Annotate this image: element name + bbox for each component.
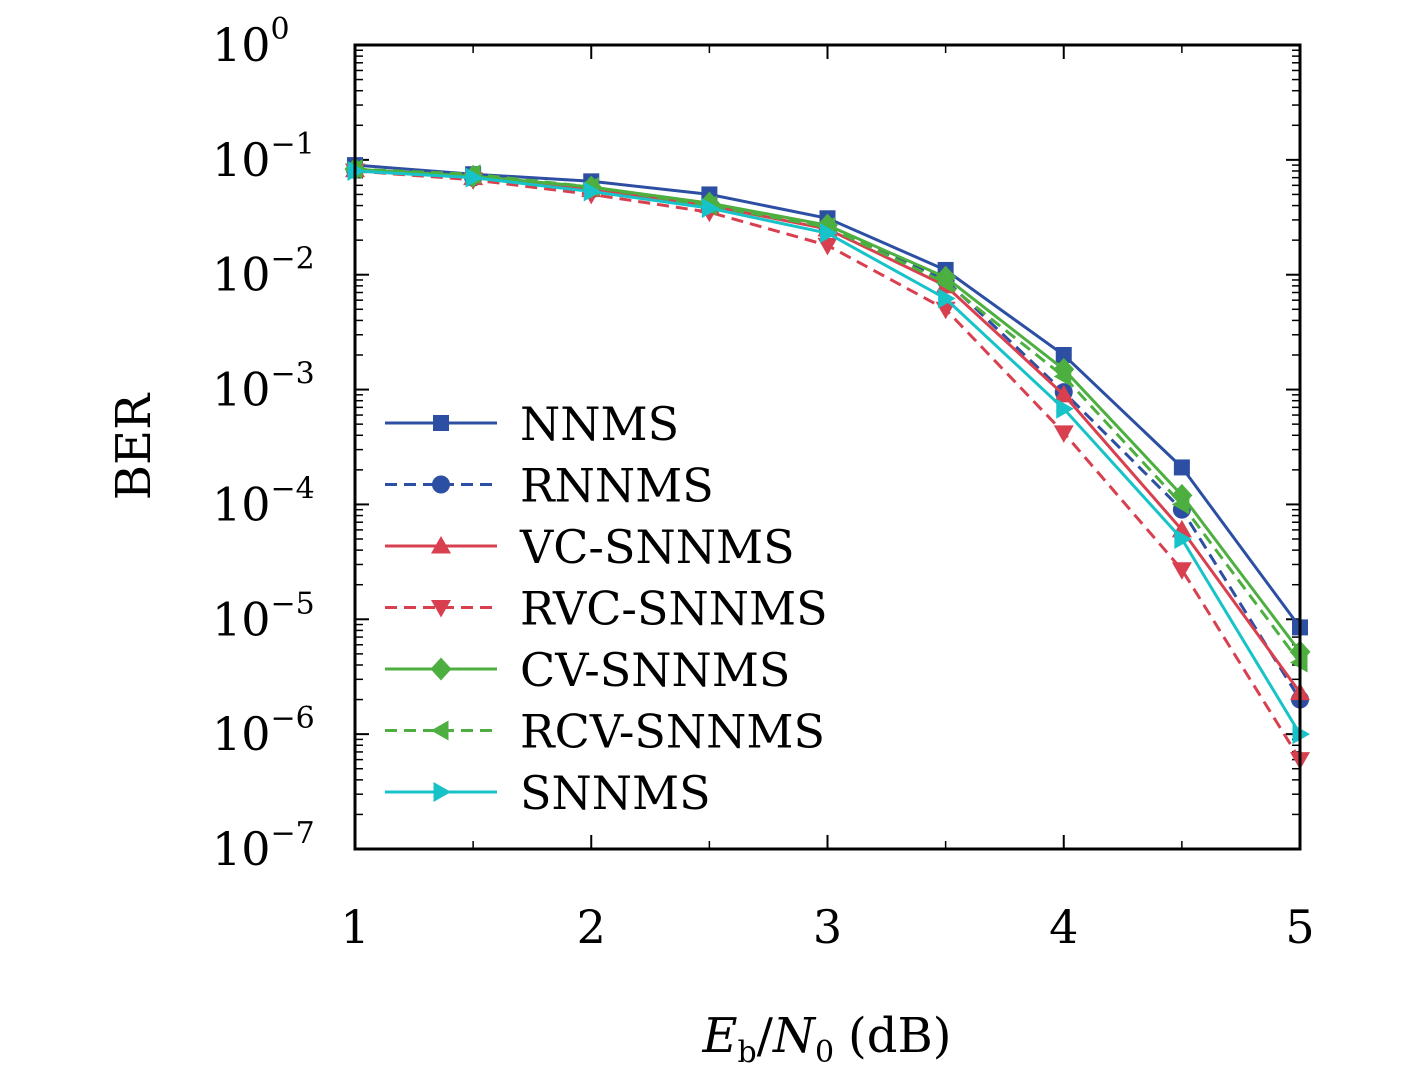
legend-marker bbox=[430, 657, 452, 681]
legend-label: NNMS bbox=[520, 397, 679, 451]
data-point bbox=[1056, 398, 1074, 419]
series-snnms bbox=[347, 160, 1310, 745]
data-point bbox=[1171, 494, 1190, 515]
y-tick-label: 10−5 bbox=[212, 586, 315, 646]
legend-item: RNNMS bbox=[385, 459, 714, 513]
y-tick-base: 10 bbox=[212, 18, 271, 72]
data-point bbox=[817, 237, 838, 256]
y-tick-exponent: −6 bbox=[271, 701, 315, 736]
y-tick-base: 10 bbox=[212, 822, 271, 876]
y-tick-label: 100 bbox=[212, 12, 290, 72]
data-point bbox=[1174, 529, 1192, 550]
y-tick-base: 10 bbox=[212, 707, 271, 761]
x-tick-label: 1 bbox=[340, 900, 369, 954]
data-point bbox=[1171, 562, 1192, 580]
x-tick-label: 5 bbox=[1285, 900, 1314, 954]
data-point bbox=[583, 181, 602, 202]
y-tick-label: 10−4 bbox=[212, 471, 315, 531]
x-tick-label: 2 bbox=[577, 900, 606, 954]
x-tick-label: 3 bbox=[813, 900, 842, 954]
legend-label: RNNMS bbox=[520, 459, 714, 513]
minor-ticks bbox=[355, 45, 1300, 849]
legend-marker bbox=[433, 782, 451, 802]
plot-frame bbox=[353, 43, 1302, 851]
legend-marker bbox=[431, 720, 449, 741]
y-tick-base: 10 bbox=[212, 592, 271, 646]
y-tick-base: 10 bbox=[212, 477, 271, 531]
y-tick-base: 10 bbox=[212, 363, 271, 417]
data-point bbox=[1053, 425, 1074, 443]
legend-item: VC-SNNMS bbox=[385, 520, 795, 574]
legend-item: NNMS bbox=[385, 397, 679, 451]
data-point bbox=[1173, 459, 1190, 476]
legend-item: CV-SNNMS bbox=[385, 643, 790, 697]
y-tick-label: 10−1 bbox=[212, 127, 315, 187]
series-line bbox=[354, 169, 1302, 735]
legend-label: SNNMS bbox=[520, 766, 711, 820]
y-tick-exponent: −3 bbox=[271, 357, 315, 392]
legend-item: SNNMS bbox=[385, 766, 711, 820]
major-ticks bbox=[354, 44, 1301, 850]
x-tick-label: 4 bbox=[1049, 900, 1078, 954]
y-tick-exponent: 0 bbox=[271, 12, 290, 47]
data-point bbox=[701, 198, 720, 219]
legend-marker bbox=[431, 600, 451, 618]
series-layer bbox=[344, 157, 1311, 770]
data-point bbox=[465, 167, 484, 188]
y-tick-label: 10−3 bbox=[212, 357, 315, 417]
legend-marker bbox=[431, 536, 451, 554]
legend-label: RVC-SNNMS bbox=[520, 582, 828, 636]
y-tick-exponent: −2 bbox=[271, 242, 315, 277]
legend-label: RCV-SNNMS bbox=[520, 705, 825, 759]
x-axis-title: Eb/N0 (dB) bbox=[702, 1008, 952, 1070]
legend-label: CV-SNNMS bbox=[520, 643, 790, 697]
data-point bbox=[935, 272, 954, 293]
data-point bbox=[1053, 384, 1074, 403]
legend-item: RCV-SNNMS bbox=[385, 705, 825, 759]
legend-item: RVC-SNNMS bbox=[385, 582, 828, 636]
x-axis-title-slash: / bbox=[757, 1008, 774, 1064]
x-axis-title-e: E bbox=[702, 1008, 738, 1064]
x-axis-title-e-sub: b bbox=[738, 1035, 757, 1070]
x-axis-title-n-sub: 0 bbox=[815, 1035, 834, 1070]
x-axis-title-n: N bbox=[772, 1008, 817, 1064]
data-point bbox=[1053, 366, 1072, 387]
legend-marker bbox=[432, 475, 450, 494]
y-tick-exponent: −1 bbox=[271, 127, 315, 162]
legend: NNMS RNNMS VC-SNNMS RVC-SNNMS CV-SNNMS RCV-SN… bbox=[385, 397, 828, 820]
y-tick-label: 10−2 bbox=[212, 242, 315, 302]
data-point bbox=[820, 223, 838, 244]
y-tick-base: 10 bbox=[212, 133, 271, 187]
y-tick-label: 10−6 bbox=[212, 701, 315, 761]
data-point bbox=[938, 288, 956, 309]
legend-marker bbox=[433, 415, 449, 431]
y-tick-exponent: −4 bbox=[271, 471, 315, 506]
legend-label: VC-SNNMS bbox=[519, 520, 795, 574]
y-tick-base: 10 bbox=[212, 248, 271, 302]
series-rvc-snnms bbox=[345, 163, 1310, 770]
y-tick-label: 10−7 bbox=[212, 816, 315, 876]
x-axis-title-unit: (dB) bbox=[848, 1008, 951, 1064]
data-point bbox=[1055, 346, 1072, 363]
y-axis-title: BER bbox=[106, 392, 162, 500]
series-line bbox=[354, 169, 1302, 761]
x-tick-labels: 1 2 3 4 5 bbox=[340, 900, 1314, 954]
y-tick-exponent: −7 bbox=[271, 816, 315, 851]
y-tick-exponent: −5 bbox=[271, 586, 315, 621]
